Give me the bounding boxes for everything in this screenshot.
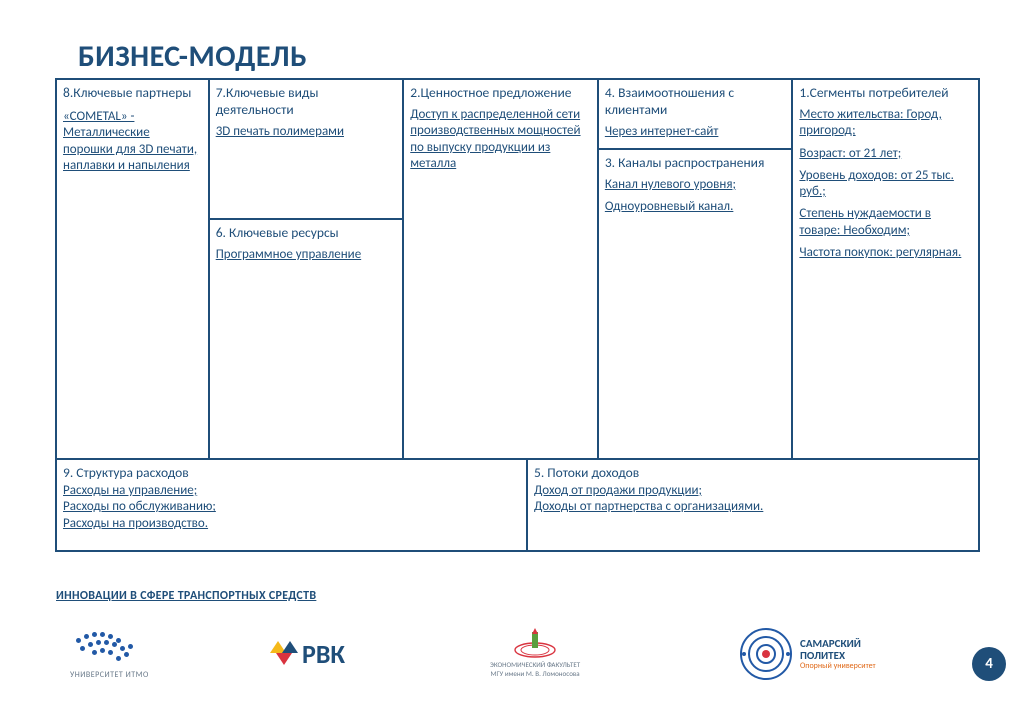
canvas-top-row: 8.Ключевые партнеры «COMETAL» - Металлич… (56, 79, 979, 459)
econ-label-1: ЭКОНОМИЧЕСКИЙ ФАКУЛЬТЕТ (490, 660, 580, 669)
footer-caption: ИННОВАЦИИ В СФЕРЕ ТРАНСПОРТНЫХ СРЕДСТВ (56, 589, 316, 603)
itmo-label: УНИВЕРСИТЕТ ИТМО (70, 670, 149, 680)
econ-label-2: МГУ имени М. В. Ломоносова (490, 669, 580, 678)
value-prop-item: Доступ к распределенной сети производств… (410, 107, 591, 172)
partners-item: «COMETAL» - Металлические порошки для 3D… (63, 109, 202, 174)
label-channels: 3. Каналы распространения (605, 154, 786, 171)
cust-rel-item: Через интернет-сайт (605, 124, 786, 140)
polytech-sub: Опорный университет (800, 662, 876, 671)
col-activities-resources: 7.Ключевые виды деятельности 3D печать п… (209, 79, 404, 459)
label-partners: 8.Ключевые партнеры (63, 84, 202, 101)
label-cust-rel: 4. Взаимоотношения с клиентами (605, 84, 786, 118)
segments-item-2: Возраст: от 21 лет; (799, 146, 972, 162)
label-resources: 6. Ключевые ресурсы (216, 224, 397, 241)
rvc-mark-icon (270, 641, 298, 667)
costs-item-1: Расходы на управление; (63, 483, 520, 499)
logo-row: УНИВЕРСИТЕТ ИТМО РВК ЭКОНОМИЧЕСКИЙ ФАКУЛ… (40, 628, 940, 688)
cell-customer-segments: 1.Сегменты потребителей Место жительства… (792, 79, 979, 459)
resources-item: Программное управление (216, 247, 397, 263)
itmo-dots-icon (70, 630, 140, 666)
logo-rvc: РВК (270, 638, 345, 670)
label-revenue: 5. Потоки доходов (534, 464, 972, 481)
cell-channels: 3. Каналы распространения Канал нулевого… (598, 149, 793, 459)
polytech-line2: ПОЛИТЕХ (800, 649, 845, 662)
label-segments: 1.Сегменты потребителей (799, 84, 972, 101)
segments-item-5: Частота покупок: регулярная. (799, 245, 972, 261)
polytech-line1: САМАРСКИЙ (800, 637, 861, 650)
polytech-rings-icon (740, 628, 792, 680)
activities-item: 3D печать полимерами (216, 124, 397, 140)
revenue-item-1: Доход от продажи продукции; (534, 483, 972, 499)
logo-itmo: УНИВЕРСИТЕТ ИТМО (70, 630, 149, 680)
business-model-canvas: 8.Ключевые партнеры «COMETAL» - Металлич… (55, 78, 980, 552)
cell-key-resources: 6. Ключевые ресурсы Программное управлен… (209, 219, 404, 459)
page-number: 4 (972, 647, 1006, 681)
cell-revenue-streams: 5. Потоки доходов Доход от продажи проду… (527, 459, 979, 551)
col-relationships-channels: 4. Взаимоотношения с клиентами Через инт… (598, 79, 793, 459)
label-value-prop: 2.Ценностное предложение (410, 84, 591, 101)
polytech-label: САМАРСКИЙ ПОЛИТЕХ Опорный университет (800, 638, 876, 671)
econ-badge-icon (513, 628, 557, 658)
cell-key-activities: 7.Ключевые виды деятельности 3D печать п… (209, 79, 404, 219)
logo-polytech: САМАРСКИЙ ПОЛИТЕХ Опорный университет (740, 628, 876, 680)
cell-customer-relationships: 4. Взаимоотношения с клиентами Через инт… (598, 79, 793, 149)
costs-item-2: Расходы по обслуживанию; (63, 499, 520, 515)
cell-key-partners: 8.Ключевые партнеры «COMETAL» - Металлич… (56, 79, 209, 459)
segments-item-3: Уровень доходов: от 25 тыс. руб.; (799, 168, 972, 201)
revenue-item-2: Доходы от партнерства с организациями. (534, 499, 972, 515)
rvc-label: РВК (302, 638, 345, 670)
segments-item-1: Место жительства: Город, пригород; (799, 107, 972, 140)
segments-item-4: Степень нуждаемости в товаре: Необходим; (799, 206, 972, 239)
channels-item-2: Одноуровневый канал. (605, 199, 786, 215)
page-title: БИЗНЕС-МОДЕЛЬ (78, 38, 307, 75)
cell-cost-structure: 9. Структура расходов Расходы на управле… (56, 459, 527, 551)
logo-econ-fac: ЭКОНОМИЧЕСКИЙ ФАКУЛЬТЕТ МГУ имени М. В. … (490, 628, 580, 678)
cell-value-proposition: 2.Ценностное предложение Доступ к распре… (403, 79, 598, 459)
costs-item-3: Расходы на производство. (63, 516, 520, 532)
canvas-bottom-row: 9. Структура расходов Расходы на управле… (56, 459, 979, 551)
label-activities: 7.Ключевые виды деятельности (216, 84, 397, 118)
channels-item-1: Канал нулевого уровня; (605, 177, 786, 193)
label-costs: 9. Структура расходов (63, 464, 520, 481)
